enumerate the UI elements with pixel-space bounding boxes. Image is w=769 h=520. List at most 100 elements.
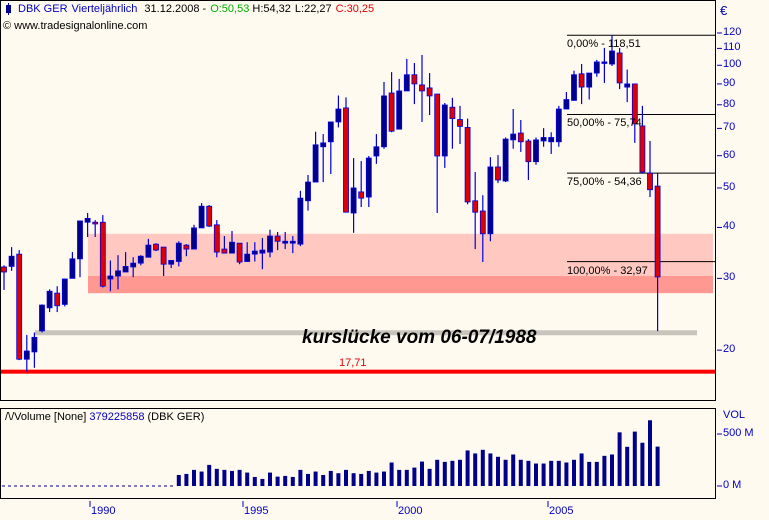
volume-bar [496, 456, 500, 486]
candle-body [282, 240, 289, 244]
volume-bar [199, 471, 204, 486]
candle-body [449, 106, 456, 119]
low-value: L:22,27 [294, 3, 332, 15]
y-tick-label: 30 [723, 271, 736, 284]
y-tick-label: 90 [723, 76, 736, 89]
volume-legend-suffix: (DBK GER) [147, 411, 205, 423]
candle-body [130, 262, 137, 268]
fib-label: 0,00% - 118,51 [567, 38, 641, 51]
support-zone-dark [88, 276, 713, 294]
volume-bar [176, 474, 181, 486]
candle-body [31, 336, 38, 353]
candle-body [99, 221, 106, 287]
candle-body [251, 250, 258, 255]
candle-body [175, 242, 182, 262]
y-tick-label: 50 [723, 180, 736, 193]
volume-bar [427, 468, 432, 486]
volume-bar [192, 469, 196, 486]
copyright: © www.tradesignalonline.com [3, 20, 148, 32]
candle-body [350, 187, 357, 214]
volume-bar [397, 469, 402, 486]
y-tick-label: 20 [723, 343, 736, 356]
candle-body [213, 224, 220, 253]
candle-body [221, 248, 228, 254]
volume-bar [572, 459, 576, 486]
volume-bar [306, 473, 310, 486]
volume-bar [587, 461, 592, 486]
volume-bar [260, 478, 265, 486]
fib-label: 75,00% - 54,36 [567, 176, 642, 189]
candle-body [145, 244, 152, 258]
volume-bar [458, 459, 462, 486]
y-tick-label: 120 [723, 26, 742, 38]
volume-bar [655, 446, 660, 486]
candle-body [61, 278, 68, 305]
volume-bar [594, 461, 599, 486]
volume-bar [382, 471, 386, 486]
gap-band [35, 330, 697, 336]
volume-bar [632, 431, 637, 486]
volume-bar [222, 469, 227, 486]
candle-body [647, 172, 653, 191]
y-tick-label: 70 [723, 121, 736, 134]
volume-bar [252, 476, 257, 486]
currency-label: € [720, 3, 728, 18]
candle-body [168, 260, 175, 265]
volume-bar [617, 432, 622, 486]
candle-body [403, 74, 410, 92]
candle-body [571, 74, 577, 101]
volume-bar [534, 463, 538, 486]
fib-label: 100,00% - 32,97 [567, 264, 648, 277]
candlestick-icon [6, 3, 11, 15]
candle-body [183, 244, 190, 250]
candle-body [411, 74, 418, 85]
candle-body [259, 249, 266, 254]
candle-body [229, 241, 235, 254]
candle-body [525, 140, 532, 163]
volume-bar [268, 472, 272, 486]
candle-body [39, 304, 45, 332]
low-line [1, 369, 715, 374]
volume-bar [237, 469, 242, 486]
volume-bar [526, 460, 531, 486]
candle-body [388, 92, 395, 132]
volume-legend-value: 379225858 [89, 411, 145, 423]
low-label: 17,71 [339, 357, 367, 369]
candle-body [601, 61, 608, 64]
candle-body [69, 258, 76, 279]
candle-body [533, 139, 539, 163]
candle-body [191, 227, 197, 250]
x-tick-label: 2000 [398, 505, 423, 517]
volume-bar [435, 459, 440, 486]
candle-body [92, 221, 99, 225]
volume-bar [321, 474, 326, 486]
candle-body [46, 290, 53, 309]
candle-body [586, 72, 593, 88]
candle-body [457, 119, 463, 127]
y-tick-label: 0 M [723, 479, 742, 491]
candle-body [472, 200, 479, 213]
candle-body [23, 350, 30, 360]
candle-body [434, 93, 441, 157]
candle-body [487, 166, 494, 235]
volume-bar [389, 462, 394, 486]
candle-body [563, 99, 570, 110]
candle-body [244, 253, 251, 262]
volume-bar [336, 473, 341, 486]
candle-body [137, 255, 144, 264]
candle-body [616, 52, 623, 84]
volume-bar [610, 454, 614, 486]
candle-body [84, 217, 91, 223]
candle-body [593, 61, 600, 74]
volume-bar [556, 460, 561, 486]
candle-body [639, 125, 646, 173]
candle-body [305, 181, 311, 202]
candle-body [343, 107, 349, 213]
candle-body [358, 191, 365, 199]
volume-bar [366, 470, 371, 486]
candle-body [464, 126, 471, 203]
volume-bar [290, 476, 295, 486]
volume-bar [625, 446, 630, 486]
candle-body [548, 137, 555, 143]
